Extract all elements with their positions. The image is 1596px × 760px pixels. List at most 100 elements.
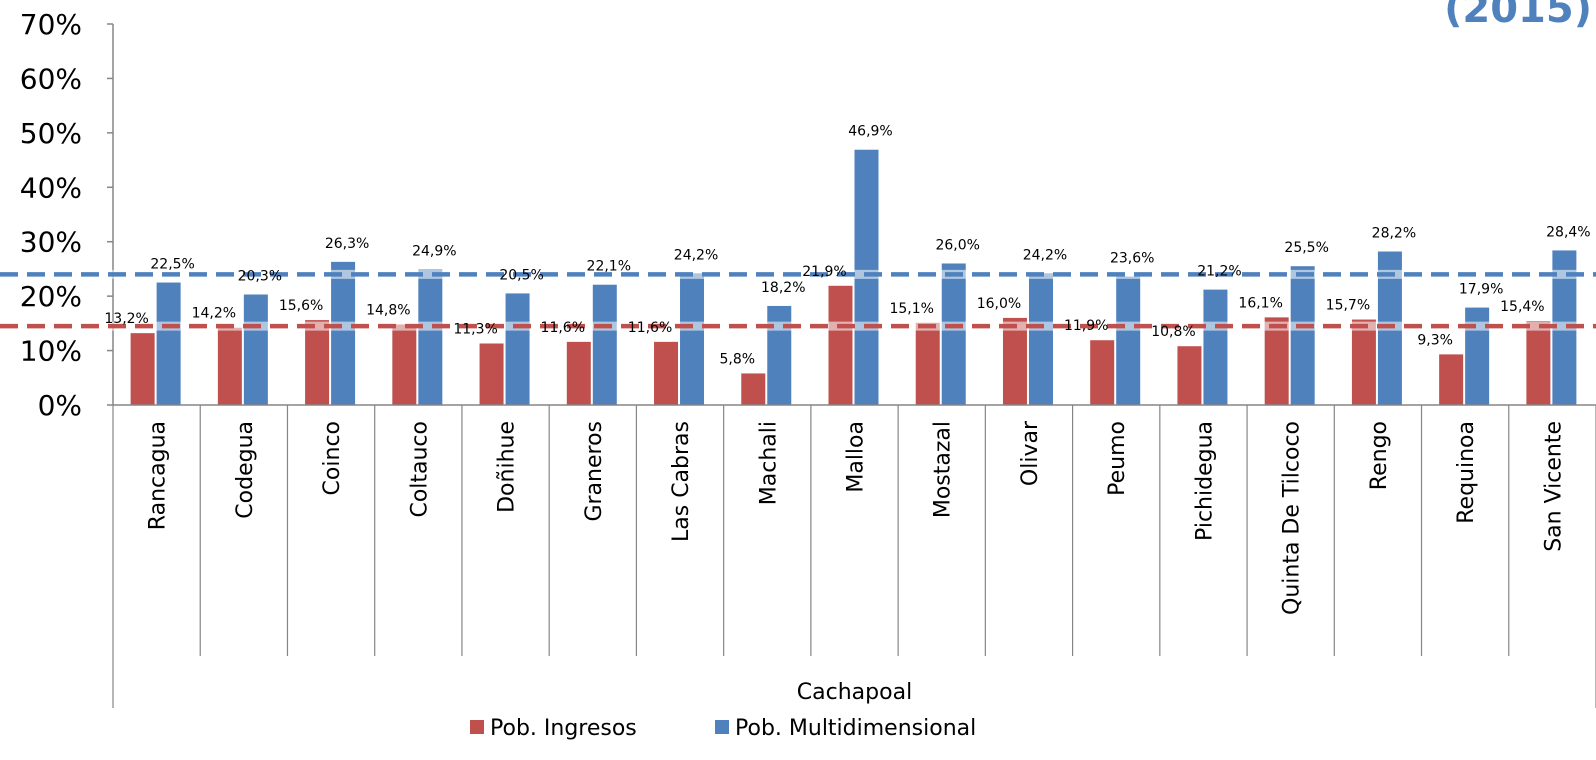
bar-multidimensional	[505, 293, 530, 405]
bar-ingresos	[305, 320, 330, 405]
bar-ingresos	[1526, 321, 1551, 405]
bar-ingresos	[1351, 319, 1376, 405]
y-tick-label: 20%	[20, 280, 82, 313]
category-label: San Vicente	[1541, 421, 1566, 552]
bar-multidimensional	[680, 273, 705, 405]
data-label-multidimensional: 46,9%	[848, 124, 892, 140]
data-label-multidimensional: 22,1%	[587, 259, 631, 275]
data-label-ingresos: 9,3%	[1417, 332, 1453, 348]
bar-multidimensional	[1028, 273, 1053, 405]
data-label-multidimensional: 26,0%	[935, 237, 979, 253]
data-label-multidimensional: 18,2%	[761, 280, 805, 296]
category-label: Olivar	[1018, 420, 1043, 486]
data-label-multidimensional: 28,2%	[1372, 226, 1416, 242]
y-tick-label: 50%	[20, 117, 82, 150]
data-label-multidimensional: 24,2%	[1023, 247, 1067, 263]
x-axis: Rancagua Codegua Coinco Coltauco Doñihue Gran…	[112, 404, 1596, 708]
bar-multidimensional	[243, 294, 268, 405]
category-label: Doñihue	[495, 421, 520, 513]
category-label: Coltauco	[407, 421, 432, 518]
bar-multidimensional	[592, 284, 617, 405]
data-labels: 13,2% 14,2% 15,6% 14,8% 11,3% 11,6% 11,6% 5,8% 2…	[104, 124, 1590, 368]
bar-ingresos	[1090, 340, 1115, 405]
bar-multidimensional	[941, 263, 966, 405]
data-label-ingresos: 14,2%	[192, 306, 236, 322]
bar-multidimensional	[1203, 289, 1228, 405]
data-label-ingresos: 16,1%	[1238, 295, 1282, 311]
data-label-ingresos: 11,6%	[541, 320, 585, 336]
bar-multidimensional	[418, 269, 443, 405]
bar-multidimensional	[1116, 276, 1141, 405]
y-axis: 0% 10% 20% 30% 40% 50% 60% 70%	[20, 8, 114, 422]
y-tick-label: 10%	[20, 335, 82, 368]
data-label-ingresos: 21,9%	[802, 264, 846, 280]
data-label-ingresos: 11,6%	[628, 320, 672, 336]
bar-ingresos	[130, 333, 155, 405]
category-label: Requinoa	[1454, 421, 1479, 524]
category-label: Quinta De Tilcoco	[1280, 421, 1305, 615]
data-label-ingresos: 10,8%	[1151, 324, 1195, 340]
y-tick-label: 70%	[20, 8, 82, 41]
y-tick-label: 60%	[20, 62, 82, 95]
bar-ingresos	[915, 322, 940, 405]
data-label-multidimensional: 21,2%	[1197, 264, 1241, 280]
data-label-ingresos: 11,3%	[453, 321, 497, 337]
bar-ingresos	[741, 373, 766, 405]
data-label-ingresos: 13,2%	[104, 311, 148, 327]
category-label: Malloa	[844, 421, 869, 493]
legend-swatch	[715, 720, 729, 734]
category-label: Graneros	[582, 421, 607, 522]
legend-swatch	[470, 720, 484, 734]
y-tick-label: 0%	[38, 389, 82, 422]
bar-multidimensional	[767, 305, 792, 405]
category-label: Coinco	[320, 421, 345, 495]
bar-multidimensional	[156, 282, 181, 405]
data-label-multidimensional: 20,3%	[238, 269, 282, 285]
category-label: Las Cabras	[669, 421, 694, 542]
bar-ingresos	[217, 327, 242, 405]
category-label: Peumo	[1105, 421, 1130, 496]
y-tick-label: 40%	[20, 171, 82, 204]
data-label-ingresos: 15,1%	[889, 301, 933, 317]
category-label: Machali	[756, 421, 781, 505]
bar-ingresos	[654, 341, 679, 405]
category-label: Rengo	[1367, 421, 1392, 490]
data-label-multidimensional: 22,5%	[150, 257, 194, 273]
y-tick-label: 30%	[20, 226, 82, 259]
data-label-multidimensional: 24,2%	[674, 247, 718, 263]
bar-ingresos	[479, 343, 504, 405]
data-label-multidimensional: 17,9%	[1459, 282, 1503, 298]
data-label-ingresos: 14,8%	[366, 302, 410, 318]
data-label-multidimensional: 28,4%	[1546, 224, 1590, 240]
legend: Pob. Ingresos Pob. Multidimensional	[470, 716, 976, 741]
data-label-ingresos: 11,9%	[1064, 318, 1108, 334]
data-label-multidimensional: 25,5%	[1284, 240, 1328, 256]
data-label-ingresos: 15,7%	[1326, 298, 1370, 314]
data-label-ingresos: 15,4%	[1500, 299, 1544, 315]
data-label-multidimensional: 23,6%	[1110, 251, 1154, 267]
data-label-ingresos: 15,6%	[279, 298, 323, 314]
bar-ingresos	[1439, 354, 1464, 405]
reference-lines	[0, 269, 1596, 331]
data-label-multidimensional: 26,3%	[325, 236, 369, 252]
data-label-multidimensional: 20,5%	[499, 267, 543, 283]
legend-label: Pob. Ingresos	[490, 716, 637, 741]
data-label-multidimensional: 24,9%	[412, 243, 456, 259]
data-label-ingresos: 16,0%	[977, 296, 1021, 312]
corner-title: (2015)	[1444, 0, 1592, 32]
category-label: Mostazal	[931, 421, 956, 518]
category-label: Rancagua	[146, 421, 171, 530]
legend-label: Pob. Multidimensional	[735, 716, 976, 741]
bar-multidimensional	[1290, 266, 1315, 405]
category-label: Codegua	[233, 421, 258, 519]
bar-ingresos	[392, 324, 417, 405]
bar-ingresos	[1264, 317, 1289, 405]
bar-ingresos	[1177, 346, 1202, 405]
bar-multidimensional	[331, 261, 356, 405]
data-label-ingresos: 5,8%	[719, 351, 755, 367]
category-label: Pichidegua	[1192, 421, 1217, 541]
bar-ingresos	[828, 285, 853, 405]
group-label: Cachapoal	[797, 680, 912, 705]
bar-ingresos	[1002, 317, 1027, 405]
